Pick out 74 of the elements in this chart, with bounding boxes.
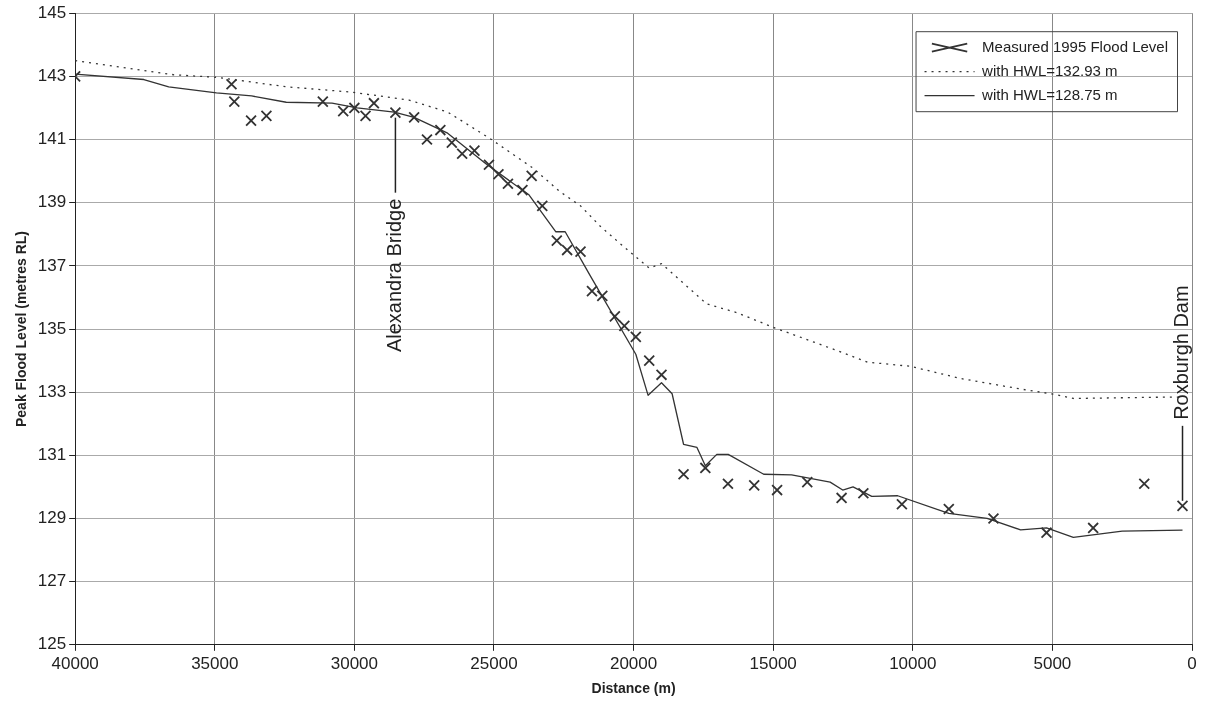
point — [456, 147, 468, 160]
annotation: Roxburgh Dam — [1170, 285, 1193, 420]
point — [492, 168, 505, 181]
y-tick-label: 133 — [37, 381, 67, 401]
point — [896, 498, 908, 511]
point — [629, 331, 642, 343]
point — [722, 477, 734, 490]
y-axis-title: Peak Flood Level (metres RL) — [13, 230, 30, 428]
point — [359, 109, 372, 122]
point — [502, 177, 514, 190]
point — [857, 487, 870, 500]
point — [609, 310, 621, 323]
point — [483, 158, 495, 171]
point — [228, 95, 241, 108]
point — [421, 133, 433, 146]
point — [434, 124, 447, 136]
point — [1176, 500, 1189, 512]
point — [1138, 477, 1151, 490]
point — [618, 319, 631, 332]
legend-label: with HWL=128.75 m — [981, 85, 1118, 103]
point — [260, 109, 273, 122]
y-tick-label: 137 — [37, 255, 67, 275]
legend-label: with HWL=132.93 m — [981, 61, 1118, 79]
point — [643, 354, 656, 367]
annotation: Alexandra Bridge — [382, 198, 405, 353]
x-tick-label: 35000 — [191, 653, 239, 673]
point — [801, 476, 814, 489]
point — [596, 289, 609, 302]
point — [655, 368, 668, 381]
x-tick-label: 10000 — [889, 653, 937, 673]
point — [550, 234, 563, 247]
point — [942, 503, 955, 515]
x-axis-title: Distance (m) — [591, 680, 676, 697]
point — [445, 136, 458, 149]
x-tick-label: 15000 — [749, 653, 797, 673]
y-tick-label: 145 — [37, 2, 67, 22]
point — [748, 479, 761, 492]
point — [771, 484, 783, 496]
point — [225, 78, 238, 91]
point — [1087, 522, 1100, 534]
point — [699, 462, 712, 474]
point — [561, 244, 573, 256]
y-tick-label: 139 — [37, 192, 67, 212]
point — [316, 95, 329, 108]
point — [348, 102, 361, 114]
x-tick-label: 0 — [1187, 653, 1197, 673]
x-tick-label: 30000 — [330, 653, 379, 673]
point — [516, 184, 529, 196]
point — [677, 468, 690, 481]
x-tick-label: 25000 — [470, 653, 518, 673]
y-tick-label: 141 — [37, 129, 67, 149]
point — [408, 111, 420, 124]
x-tick-label: 20000 — [609, 653, 658, 673]
point — [245, 114, 257, 127]
y-tick-label: 131 — [37, 445, 67, 465]
point — [835, 492, 848, 504]
point — [389, 106, 402, 119]
y-tick-label: 135 — [37, 318, 67, 338]
x-tick-label: 40000 — [51, 653, 99, 673]
y-tick-label: 143 — [37, 66, 67, 86]
point — [368, 97, 380, 110]
point — [1040, 526, 1053, 539]
y-tick-label: 129 — [37, 508, 67, 528]
legend-label: Measured 1995 Flood Level — [982, 37, 1169, 55]
point — [574, 245, 587, 258]
point — [337, 105, 350, 117]
point — [525, 169, 538, 182]
point — [536, 199, 549, 212]
point — [468, 144, 481, 157]
point — [586, 285, 598, 297]
y-tick-label: 127 — [37, 571, 67, 591]
x-tick-label: 5000 — [1033, 653, 1072, 673]
y-tick-label: 125 — [37, 634, 67, 654]
point — [987, 512, 1000, 525]
